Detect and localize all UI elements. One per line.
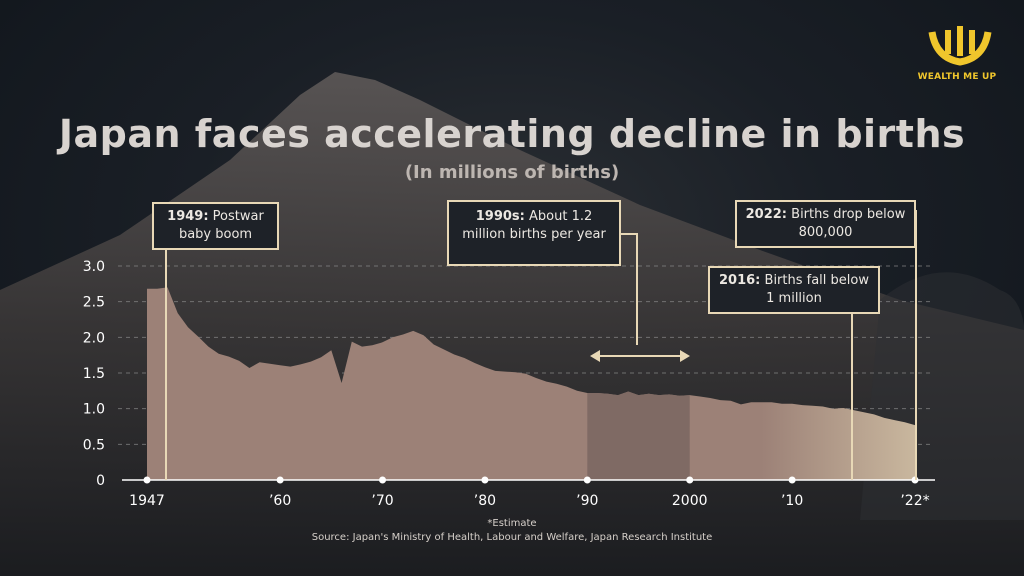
x-tick-label: ’80: [474, 493, 496, 509]
logo-icon: [928, 26, 992, 66]
highlight-1990s: [587, 391, 690, 480]
y-tick-label: 1.5: [83, 366, 105, 382]
y-tick-label: 2.0: [83, 330, 105, 346]
arrow-head-right: [680, 350, 690, 362]
y-tick-label: 2.5: [83, 295, 105, 311]
births-area: [147, 287, 915, 480]
annotation-1990s: 1990s: About 1.2 million births per year: [447, 200, 621, 266]
annotation-2022-text: Births drop below 800,000: [787, 207, 906, 240]
annotation-2022: 2022: Births drop below 800,000: [735, 200, 916, 248]
chart-title: Japan faces accelerating decline in birt…: [58, 112, 966, 156]
x-tick-dot: [276, 476, 284, 484]
x-tick-dot: [481, 476, 489, 484]
y-tick-label: 3.0: [83, 259, 105, 275]
footnote: *Estimate: [487, 518, 537, 529]
y-tick-label: 0.5: [83, 437, 105, 453]
x-tick-label: ’10: [781, 493, 803, 509]
x-tick-label: ’90: [576, 493, 598, 509]
x-tick-dot: [788, 476, 796, 484]
y-tick-label: 0: [96, 473, 105, 489]
brand-logo: WEALTH ME UP: [918, 24, 998, 82]
annotation-2016-text: Births fall below 1 million: [760, 273, 869, 306]
annotation-1949-text: Postwar baby boom: [178, 209, 264, 242]
annotation-1949-year: 1949:: [167, 209, 209, 224]
y-tick-label: 1.0: [83, 402, 105, 418]
brand-name: WEALTH ME UP: [917, 72, 997, 82]
annotation-2016: 2016: Births fall below 1 million: [708, 266, 880, 314]
x-tick-dot: [686, 476, 694, 484]
x-tick-dot: [143, 476, 151, 484]
annotation-1949: 1949: Postwar baby boom: [152, 202, 279, 250]
x-tick-label: 2000: [672, 493, 708, 509]
x-tick-dot: [583, 476, 591, 484]
x-tick-dot: [379, 476, 387, 484]
chart-subtitle: (In millions of births): [404, 162, 620, 183]
annotation-1990s-years: 1990s:: [475, 209, 525, 224]
x-tick-label: ’70: [371, 493, 393, 509]
source-note: Source: Japan's Ministry of Health, Labo…: [311, 532, 713, 543]
arrow-head-left: [590, 350, 600, 362]
x-tick-label: ’22*: [900, 493, 929, 509]
annotation-1990s-text: About 1.2 million births per year: [462, 209, 606, 242]
x-tick-label: ’60: [269, 493, 291, 509]
x-tick-label: 1947: [129, 493, 165, 509]
annotation-2022-year: 2022:: [745, 207, 788, 222]
leader-1990s: [621, 233, 638, 345]
annotation-2016-year: 2016:: [719, 273, 761, 288]
